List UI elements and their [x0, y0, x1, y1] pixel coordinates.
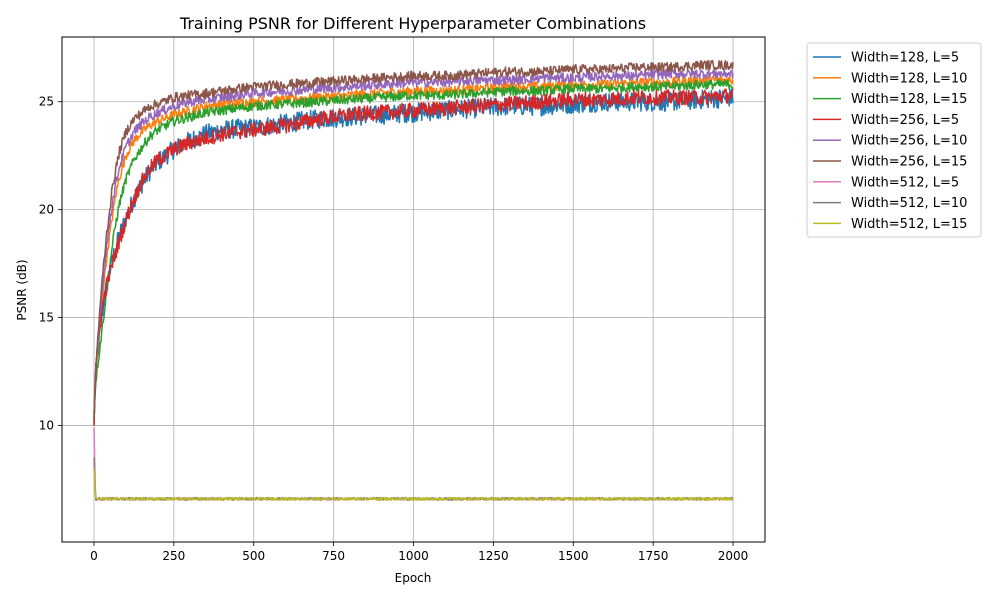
legend-label: Width=256, L=15 [851, 155, 967, 170]
legend-label: Width=512, L=5 [851, 175, 959, 190]
legend-label: Width=256, L=10 [851, 134, 967, 149]
chart-title: Training PSNR for Different Hyperparamet… [179, 14, 646, 33]
series-lines [93, 59, 734, 501]
series-line-2 [93, 75, 734, 415]
series-line-9 [93, 468, 734, 501]
x-axis-label: Epoch [395, 571, 432, 585]
series-line-5 [93, 68, 734, 415]
x-tick-label: 1750 [638, 549, 669, 563]
series-line-4 [93, 88, 734, 426]
legend-label: Width=128, L=5 [851, 51, 959, 66]
x-tick-label: 500 [242, 549, 265, 563]
legend-label: Width=512, L=15 [851, 217, 967, 232]
legend: Width=128, L=5 Width=128, L=10 Width=128, … [806, 42, 982, 238]
y-tick-label: 20 [39, 203, 54, 217]
y-tick-label: 10 [39, 418, 54, 432]
legend-label: Width=128, L=10 [851, 71, 967, 86]
series-line-6 [93, 59, 734, 420]
x-tick-label: 1000 [398, 549, 429, 563]
x-tick-label: 1500 [558, 549, 589, 563]
x-tick-label: 2000 [718, 549, 749, 563]
series-line-1 [93, 88, 734, 426]
legend-box [806, 42, 982, 238]
y-axis-ticks: 10 15 20 25 [39, 95, 62, 432]
y-axis-label: PSNR (dB) [15, 259, 29, 320]
y-tick-label: 25 [39, 95, 54, 109]
x-axis-ticks: 0 250 500 750 1000 1250 1500 1750 2000 [90, 542, 748, 563]
y-tick-label: 15 [39, 311, 54, 325]
x-tick-label: 0 [90, 549, 98, 563]
legend-label: Width=128, L=15 [851, 92, 967, 107]
series-line-3 [93, 79, 734, 422]
x-tick-label: 250 [162, 549, 185, 563]
legend-label: Width=512, L=10 [851, 196, 967, 211]
x-tick-label: 1250 [478, 549, 509, 563]
legend-label: Width=256, L=5 [851, 113, 959, 128]
x-tick-label: 750 [322, 549, 345, 563]
